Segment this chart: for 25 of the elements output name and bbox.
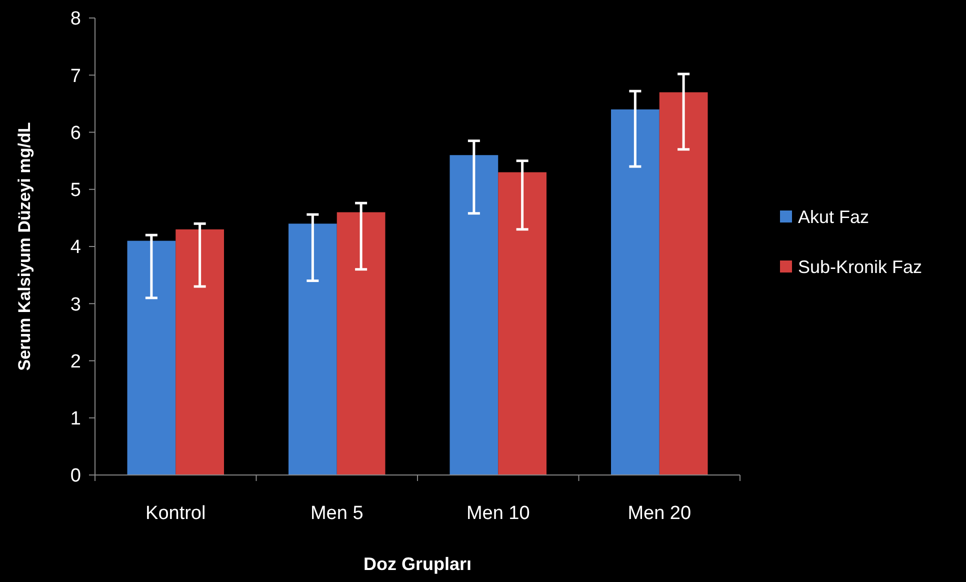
bar (336, 212, 386, 475)
bar (450, 155, 498, 475)
y-axis-title: Serum Kalsiyum Düzeyi mg/dL (15, 122, 34, 371)
y-tick-label: 1 (70, 408, 81, 430)
y-tick-label: 6 (70, 122, 81, 144)
bar (176, 229, 224, 475)
y-tick-label: 2 (70, 351, 81, 372)
y-tick-label: 5 (70, 180, 81, 202)
x-tick-label: Kontrol (146, 503, 206, 524)
legend-label: Sub-Kronik Faz (798, 256, 922, 277)
y-tick-label: 3 (70, 294, 81, 316)
y-tick-label: 0 (70, 466, 81, 487)
bar (127, 240, 176, 475)
x-tick-label: Men 5 (310, 503, 364, 524)
x-tick-label: Men 10 (466, 503, 530, 524)
x-axis-title: Doz Grupları (363, 554, 472, 574)
legend-label: Akut Faz (798, 206, 870, 227)
x-tick-label: Men 20 (628, 503, 692, 524)
bar (288, 224, 337, 475)
bar (498, 172, 546, 475)
bar (659, 92, 708, 475)
y-tick-label: 7 (70, 66, 81, 87)
y-tick-label: 4 (70, 237, 82, 258)
bar (611, 109, 660, 475)
y-tick-label: 8 (70, 8, 81, 30)
